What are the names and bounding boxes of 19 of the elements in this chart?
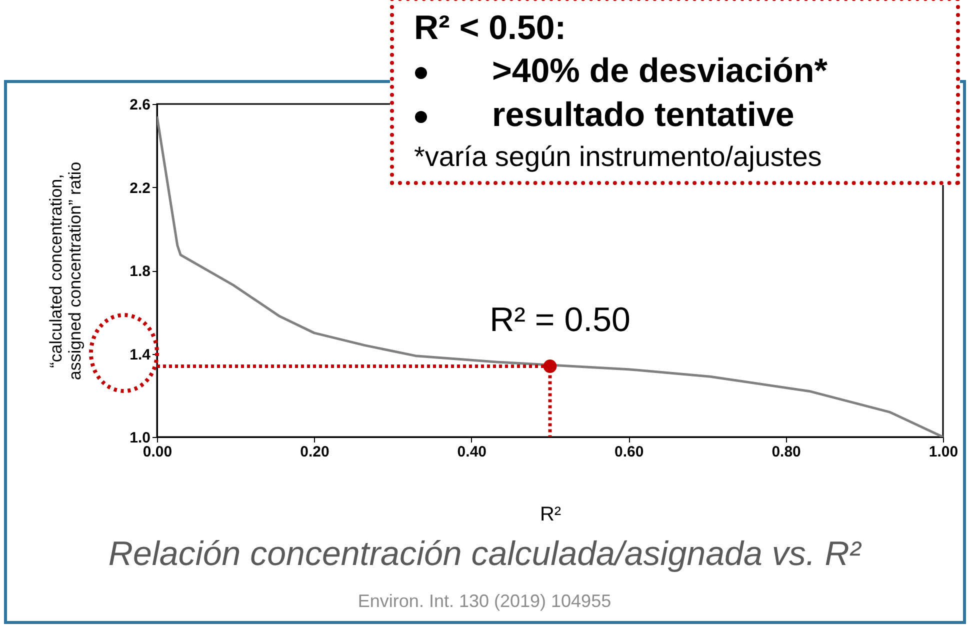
x-tick-label: 0.00 bbox=[142, 444, 172, 460]
callout-box: R² < 0.50: >40% de desviación* resultado tentative *varía según instrumento/ajustes bbox=[390, 0, 960, 185]
x-tick-label: 0.40 bbox=[457, 444, 486, 460]
x-tick-label: 1.00 bbox=[928, 444, 958, 460]
y-tick-label: 2.6 bbox=[130, 96, 150, 114]
text: Environ. Int. 130 (2019) 104955 bbox=[356, 591, 612, 612]
y-tick-label: 1.0 bbox=[130, 430, 150, 446]
text: Relación concentración calculada/asignada vs. R² bbox=[107, 535, 862, 574]
annotation: R² = 0.50 bbox=[490, 301, 630, 340]
annotation: resultado tentative bbox=[491, 95, 796, 136]
annotation: *varía según instrumento/ajustes bbox=[414, 140, 823, 174]
y-axis-title: “calculated concentration, assigned concentration” ratio bbox=[46, 162, 85, 380]
y-tick-label: 1.4 bbox=[130, 346, 152, 364]
y-tick-label: 1.8 bbox=[130, 263, 150, 280]
x-tick-label: 0.80 bbox=[772, 444, 801, 460]
y-tick-label: 2.2 bbox=[130, 180, 150, 197]
x-axis-title: R² bbox=[540, 504, 562, 526]
x-tick-label: 0.20 bbox=[300, 444, 330, 460]
x-tick-label: 0.60 bbox=[614, 444, 644, 460]
